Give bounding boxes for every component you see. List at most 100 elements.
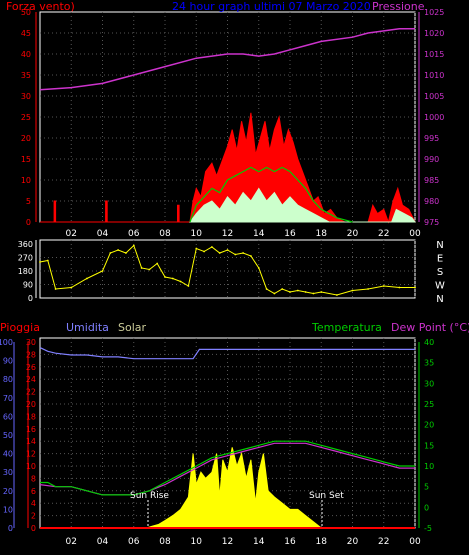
- wind-direction-point: [164, 276, 166, 278]
- y-tick-label: 26: [26, 363, 36, 372]
- solar-legend-label: Solar: [118, 321, 147, 334]
- wind-direction-point: [46, 259, 49, 262]
- y-tick-label: 20: [26, 400, 36, 409]
- dew-point-axis-title: Dew Point (°C): [391, 321, 469, 334]
- wind-direction-point: [179, 280, 182, 283]
- wind-direction-point: [281, 288, 284, 290]
- wind-direction-point: [171, 277, 174, 280]
- y-tick-label: 1000: [424, 113, 444, 122]
- x-tick-label: 20: [347, 537, 359, 547]
- y-tick-label: 1020: [424, 29, 444, 38]
- x-tick-label: 10: [191, 537, 203, 547]
- y-tick-label: 985: [424, 176, 439, 185]
- y-tick-label: 1005: [424, 92, 444, 101]
- wind-direction-point: [398, 286, 401, 289]
- gust-line: [189, 166, 353, 223]
- temperature-axis-title: Temperatura: [311, 321, 382, 334]
- x-tick-label: 12: [222, 537, 233, 547]
- wind-direction-point: [101, 270, 104, 272]
- x-tick-label: 12: [222, 229, 233, 239]
- compass-label: E: [437, 254, 443, 265]
- y-tick-label: 0: [31, 524, 36, 533]
- y-tick-label: 30: [3, 468, 13, 477]
- wind-direction-point: [117, 249, 119, 251]
- wind-direction-point: [382, 285, 385, 287]
- pressure-line: [39, 28, 415, 91]
- wind-direction-point: [156, 262, 159, 265]
- pressure-axis-title: Pressione: [372, 0, 425, 13]
- x-tick-label: 02: [66, 537, 77, 547]
- y-tick-label: 0: [424, 503, 429, 512]
- x-tick-label: 16: [284, 537, 296, 547]
- x-tick-label: 14: [253, 229, 265, 239]
- y-tick-label: 5: [26, 197, 31, 206]
- wind-direction-point: [250, 255, 252, 257]
- y-tick-label: 10: [424, 462, 434, 471]
- y-tick-label: 270: [18, 254, 33, 263]
- x-tick-label: 14: [253, 537, 265, 547]
- y-tick-label: 360: [18, 240, 33, 249]
- y-tick-label: -5: [424, 524, 432, 533]
- y-tick-label: 1010: [424, 71, 444, 80]
- y-tick-label: 2: [31, 512, 36, 521]
- y-tick-label: 16: [26, 425, 36, 434]
- wind-direction-point: [187, 285, 190, 287]
- wind-direction-point: [367, 288, 369, 290]
- y-tick-label: 980: [424, 197, 439, 206]
- x-tick-label: 00: [409, 537, 421, 547]
- wind-direction-point: [70, 286, 73, 289]
- y-tick-label: 50: [21, 8, 31, 17]
- y-tick-label: 40: [21, 50, 31, 59]
- x-tick-label: 04: [97, 537, 109, 547]
- wind-direction-point: [320, 291, 323, 293]
- y-tick-label: 80: [3, 375, 13, 384]
- x-tick-label: 06: [128, 229, 140, 239]
- x-tick-label: 22: [378, 229, 389, 239]
- humidity-axis-title: Umidita: [66, 321, 109, 334]
- wind-direction-point: [132, 244, 135, 247]
- wind-min-area: [189, 187, 416, 223]
- sunset-label: Sun Set: [309, 491, 344, 501]
- x-tick-label: 04: [97, 229, 109, 239]
- wind-direction-point: [195, 247, 198, 250]
- y-tick-label: 0: [26, 218, 31, 227]
- y-tick-label: 60: [3, 412, 13, 421]
- y-tick-label: 25: [424, 400, 434, 409]
- wind-direction-point: [336, 294, 338, 296]
- y-tick-label: 50: [3, 431, 13, 440]
- x-tick-label: 08: [159, 537, 171, 547]
- y-tick-label: 1015: [424, 50, 444, 59]
- solar-area: [146, 447, 323, 529]
- wind-direction-point: [414, 286, 416, 289]
- y-tick-label: 15: [21, 155, 31, 164]
- y-tick-label: 995: [424, 134, 439, 143]
- y-tick-label: 10: [26, 462, 36, 471]
- y-tick-label: 180: [18, 267, 33, 276]
- wind-direction-point: [203, 250, 206, 253]
- y-tick-label: 35: [424, 359, 434, 368]
- x-tick-label: 02: [66, 229, 77, 239]
- x-tick-label: 20: [347, 229, 359, 239]
- sunrise-label: Sun Rise: [130, 491, 169, 501]
- y-tick-label: 20: [21, 134, 31, 143]
- x-tick-label: 18: [316, 537, 328, 547]
- wind-direction-point: [289, 291, 291, 293]
- wind-direction-point: [226, 249, 229, 251]
- y-tick-label: 30: [26, 338, 36, 347]
- rain-humidity-temperature-chart: 02 04 06 08 10 12 14 16 18 20 22 000102030405060708…: [0, 338, 434, 547]
- y-tick-label: 975: [424, 218, 439, 227]
- x-tick-label: 08: [159, 229, 171, 239]
- y-tick-label: 10: [3, 505, 13, 514]
- wind-direction-trace: [39, 244, 415, 296]
- wind-direction-point: [234, 253, 237, 256]
- y-tick-label: 0: [8, 524, 13, 533]
- y-tick-label: 10: [21, 176, 31, 185]
- y-tick-label: 0: [28, 294, 33, 303]
- humidity-line: [39, 347, 415, 360]
- rain-axis-title: Pioggia: [0, 321, 40, 334]
- y-tick-label: 14: [26, 437, 36, 446]
- x-tick-label: 00: [409, 229, 421, 239]
- x-tick-label: 06: [128, 537, 140, 547]
- y-tick-label: 20: [424, 421, 434, 430]
